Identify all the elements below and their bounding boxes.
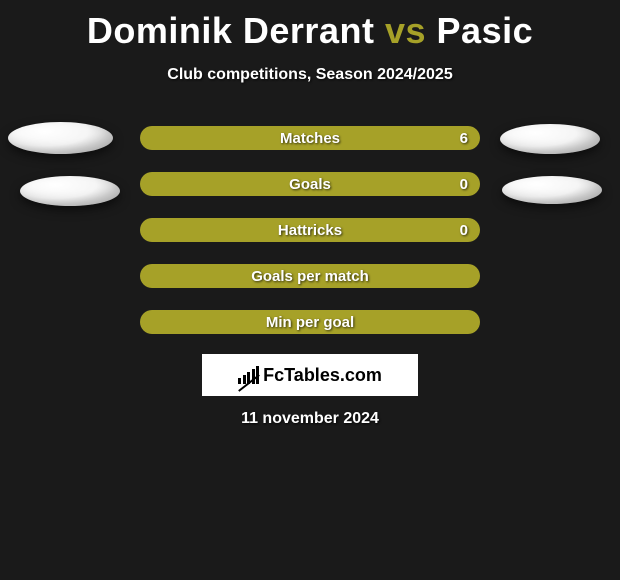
- comparison-title: Dominik Derrant vs Pasic: [0, 0, 620, 52]
- player1-avatar-bottom: [20, 176, 120, 206]
- player1-name: Dominik Derrant: [87, 10, 375, 51]
- stat-label: Matches: [280, 130, 340, 147]
- stat-value-right: 0: [460, 176, 468, 193]
- player2-name: Pasic: [437, 10, 534, 51]
- stat-row-hattricks: Hattricks 0: [140, 218, 480, 242]
- stat-value-right: 0: [460, 222, 468, 239]
- player1-avatar-top: [8, 122, 113, 154]
- vs-text: vs: [385, 10, 426, 51]
- brand-chart-icon: [238, 366, 259, 384]
- stats-container: Matches 6 Goals 0 Hattricks 0 Goals per …: [140, 126, 480, 356]
- stat-row-min-per-goal: Min per goal: [140, 310, 480, 334]
- stat-label: Goals per match: [251, 268, 369, 285]
- date-text: 11 november 2024: [0, 410, 620, 428]
- player2-avatar-top: [500, 124, 600, 154]
- stat-row-goals-per-match: Goals per match: [140, 264, 480, 288]
- stat-row-matches: Matches 6: [140, 126, 480, 150]
- stat-label: Goals: [289, 176, 331, 193]
- stat-value-right: 6: [460, 130, 468, 147]
- stat-label: Hattricks: [278, 222, 342, 239]
- player2-avatar-bottom: [502, 176, 602, 204]
- stat-label: Min per goal: [266, 314, 354, 331]
- subtitle: Club competitions, Season 2024/2025: [0, 66, 620, 84]
- brand-box: FcTables.com: [202, 354, 418, 396]
- brand-text: FcTables.com: [263, 365, 382, 386]
- stat-row-goals: Goals 0: [140, 172, 480, 196]
